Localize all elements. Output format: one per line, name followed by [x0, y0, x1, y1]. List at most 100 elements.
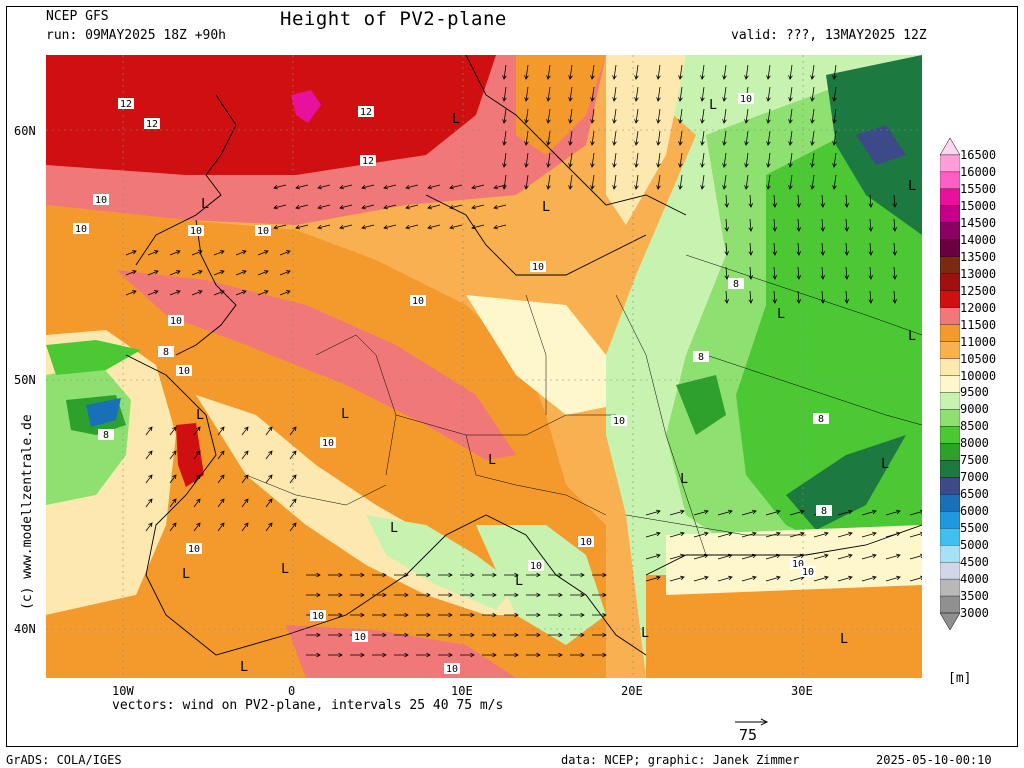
colorbar-swatch-11500 [940, 307, 960, 325]
wind-vector [524, 86, 529, 102]
colorbar-label-3000: 3000 [960, 606, 989, 621]
wind-vector [350, 592, 365, 598]
colorbar-label-9500: 9500 [960, 385, 989, 400]
wind-vector [449, 204, 463, 210]
wind-vector [295, 224, 309, 230]
wind-vector [724, 194, 729, 208]
wind-vector [868, 194, 873, 208]
wind-vector [810, 130, 815, 146]
wind-vector [810, 108, 815, 124]
contour-label-bg [410, 295, 426, 306]
wind-vector [885, 575, 901, 582]
wind-vector [265, 426, 273, 436]
wind-vector [273, 184, 287, 190]
wind-vector [147, 270, 159, 276]
wind-vector [191, 250, 203, 256]
wind-vector [832, 174, 837, 190]
wind-vector [592, 612, 607, 618]
wind-vector [656, 86, 661, 102]
colorbar-swatch-9500 [940, 375, 960, 393]
wind-vector [317, 224, 331, 230]
wind-vector [265, 474, 273, 484]
wind-vector [722, 64, 727, 80]
wind-vector [748, 218, 753, 232]
wind-vector [837, 531, 853, 538]
wind-vector [693, 553, 709, 560]
wind-vector [289, 426, 297, 436]
unit-label: [m] [948, 671, 972, 686]
reference-vector-label: 75 [739, 726, 758, 744]
contour-label: 12 [360, 107, 372, 118]
wind-vector [169, 290, 181, 296]
contour-label-bg [738, 93, 754, 104]
wind-vector [460, 572, 475, 578]
wind-vector [361, 204, 375, 210]
colorbar-swatch-16000 [940, 154, 960, 173]
wind-vector [592, 592, 607, 598]
wind-vector [612, 108, 617, 124]
contour-label: 8 [163, 347, 169, 358]
wind-vector [524, 130, 529, 146]
contour-label-bg [360, 155, 376, 166]
contour-label-bg [816, 505, 832, 516]
colorbar-label-11500: 11500 [960, 317, 997, 332]
band-6500-ne [856, 125, 906, 165]
wind-vector [813, 575, 829, 582]
wind-vector [722, 152, 727, 168]
band-11500-mid [116, 270, 516, 460]
wind-vector [693, 531, 709, 538]
wind-vector [482, 592, 497, 598]
contour-label-bg [320, 437, 336, 448]
wind-vector [590, 174, 595, 190]
contour-label: 10 [178, 366, 190, 377]
contour-label: 10 [613, 416, 625, 427]
wind-vector [460, 612, 475, 618]
wind-vector [548, 572, 563, 578]
low-marker: L [182, 567, 190, 582]
contour-label-bg [528, 560, 544, 571]
wind-vector [416, 572, 431, 578]
wind-vector [634, 174, 639, 190]
wind-vector [724, 218, 729, 232]
wind-vector [460, 632, 475, 638]
wind-vector [235, 290, 247, 296]
wind-vector [590, 130, 595, 146]
wind-vector [502, 86, 507, 102]
wind-vector [832, 86, 837, 102]
wind-vector [125, 270, 137, 276]
wind-vector [289, 522, 297, 532]
wind-vector [295, 204, 309, 210]
colorbar-label-13500: 13500 [960, 249, 997, 264]
wind-vector [191, 290, 203, 296]
wind-vector [741, 509, 757, 516]
wind-vector [700, 152, 705, 168]
wind-vector [405, 224, 419, 230]
wind-vector [744, 130, 749, 146]
wind-vector [548, 592, 563, 598]
wind-vector [502, 152, 507, 168]
low-marker: L [201, 197, 209, 212]
colorbar-swatch-13000 [940, 256, 960, 274]
wind-vector [217, 522, 225, 532]
wind-vector [460, 592, 475, 598]
wind-vector [832, 108, 837, 124]
lon-label-10w: 10W [112, 684, 134, 698]
wind-vector [504, 592, 519, 598]
colorbar-swatch-8500 [940, 409, 960, 427]
wind-vector [125, 290, 137, 296]
wind-vector [844, 266, 849, 280]
contour-label: 10 [170, 316, 182, 327]
wind-vector [909, 553, 922, 560]
wind-vector [788, 64, 793, 80]
wind-vector [568, 108, 573, 124]
wind-vector [372, 632, 387, 638]
wind-vector [645, 509, 661, 516]
wind-vector [772, 266, 777, 280]
wind-vector [193, 522, 201, 532]
contour-label-bg [790, 558, 806, 569]
wind-vector [612, 130, 617, 146]
colorbar-label-3500: 3500 [960, 589, 989, 604]
wind-vector [669, 575, 685, 582]
wind-vector [328, 592, 343, 598]
wind-vector [471, 204, 485, 210]
